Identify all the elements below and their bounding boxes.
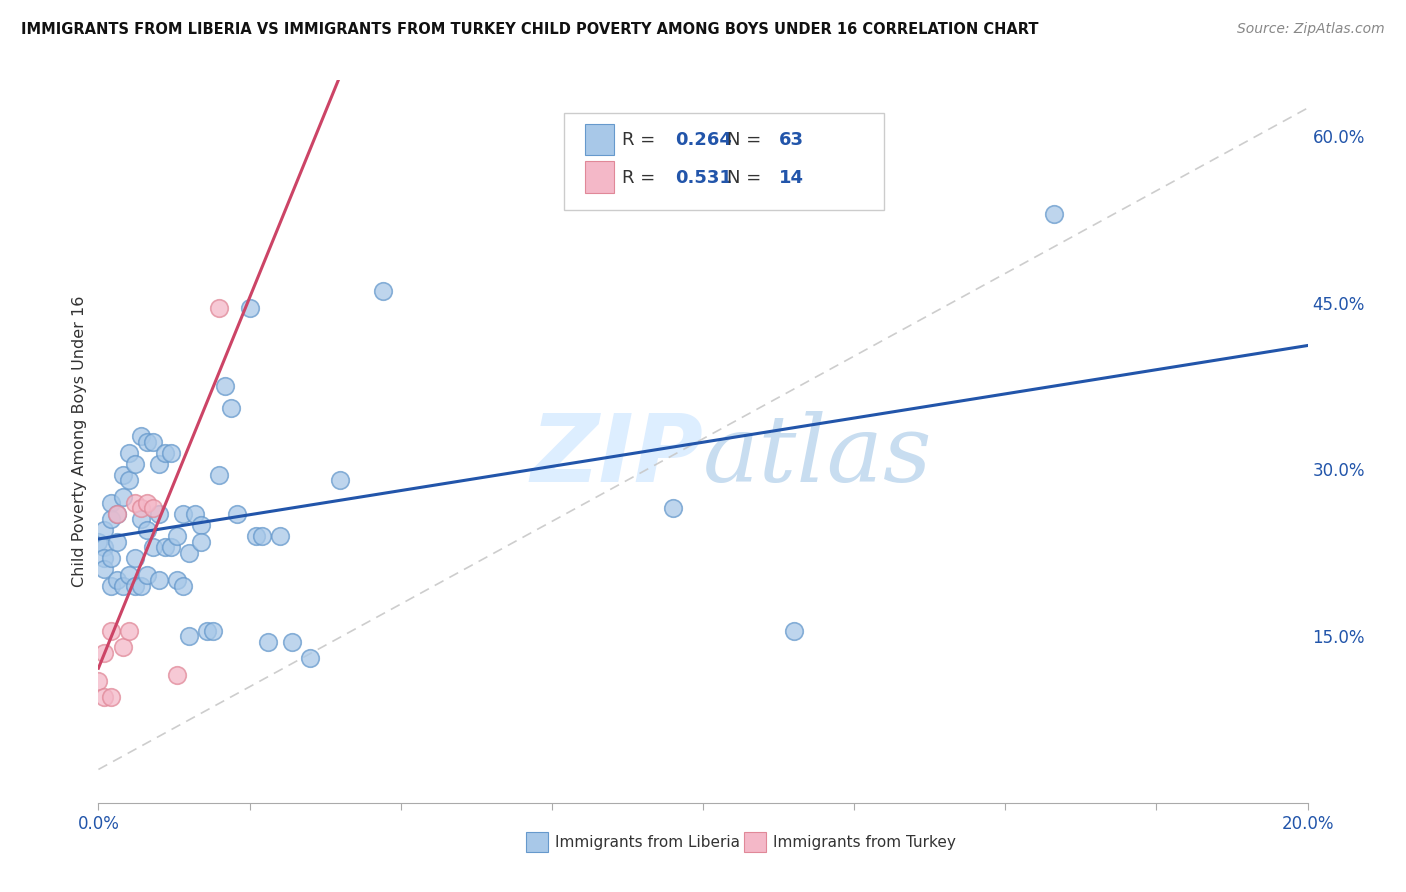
- Point: [166, 529, 188, 543]
- Point: [135, 434, 157, 449]
- Point: [160, 445, 183, 459]
- Point: [93, 540, 115, 554]
- Point: [135, 496, 157, 510]
- Text: 63: 63: [779, 131, 804, 149]
- Point: [93, 562, 115, 576]
- Point: [93, 524, 115, 538]
- Point: [100, 690, 122, 705]
- Point: [105, 507, 128, 521]
- Point: [202, 624, 225, 638]
- Point: [118, 445, 141, 459]
- Text: ZIP: ZIP: [530, 410, 703, 502]
- Point: [269, 529, 291, 543]
- Point: [179, 546, 201, 560]
- Point: [124, 457, 146, 471]
- Point: [93, 646, 115, 660]
- Point: [135, 524, 157, 538]
- Text: IMMIGRANTS FROM LIBERIA VS IMMIGRANTS FROM TURKEY CHILD POVERTY AMONG BOYS UNDER: IMMIGRANTS FROM LIBERIA VS IMMIGRANTS FR…: [21, 22, 1039, 37]
- FancyBboxPatch shape: [744, 831, 766, 852]
- Point: [661, 501, 683, 516]
- Point: [783, 624, 806, 638]
- Point: [93, 690, 115, 705]
- Point: [105, 534, 128, 549]
- Point: [214, 379, 236, 393]
- Text: Immigrants from Liberia: Immigrants from Liberia: [555, 835, 741, 850]
- FancyBboxPatch shape: [585, 124, 613, 155]
- Point: [124, 579, 146, 593]
- Point: [100, 512, 122, 526]
- Point: [135, 568, 157, 582]
- Point: [129, 512, 152, 526]
- Point: [111, 640, 134, 655]
- Point: [208, 301, 231, 315]
- Point: [148, 507, 170, 521]
- Text: N =: N =: [727, 169, 768, 186]
- Point: [299, 651, 322, 665]
- Point: [124, 496, 146, 510]
- Point: [245, 529, 267, 543]
- Point: [153, 445, 176, 459]
- FancyBboxPatch shape: [564, 112, 884, 211]
- Point: [190, 534, 212, 549]
- Point: [111, 490, 134, 504]
- Point: [100, 551, 122, 566]
- Point: [142, 501, 165, 516]
- Point: [190, 517, 212, 532]
- Point: [148, 574, 170, 588]
- Point: [329, 474, 352, 488]
- Point: [124, 551, 146, 566]
- Text: 0.264: 0.264: [675, 131, 733, 149]
- Text: N =: N =: [727, 131, 768, 149]
- FancyBboxPatch shape: [526, 831, 548, 852]
- Text: 0.531: 0.531: [675, 169, 733, 186]
- Y-axis label: Child Poverty Among Boys Under 16: Child Poverty Among Boys Under 16: [72, 296, 87, 587]
- Point: [166, 574, 188, 588]
- Text: R =: R =: [621, 131, 661, 149]
- Point: [153, 540, 176, 554]
- Point: [118, 624, 141, 638]
- Point: [118, 474, 141, 488]
- FancyBboxPatch shape: [585, 161, 613, 193]
- Point: [172, 507, 194, 521]
- Point: [105, 507, 128, 521]
- Point: [195, 624, 218, 638]
- Point: [160, 540, 183, 554]
- Point: [179, 629, 201, 643]
- Point: [250, 529, 273, 543]
- Point: [129, 429, 152, 443]
- Point: [111, 579, 134, 593]
- Point: [172, 579, 194, 593]
- Point: [93, 551, 115, 566]
- Text: Immigrants from Turkey: Immigrants from Turkey: [773, 835, 956, 850]
- Point: [226, 507, 249, 521]
- Point: [1042, 207, 1064, 221]
- Point: [105, 574, 128, 588]
- Point: [100, 579, 122, 593]
- Point: [371, 285, 394, 299]
- Point: [87, 534, 110, 549]
- Point: [118, 568, 141, 582]
- Point: [221, 401, 243, 416]
- Point: [142, 540, 165, 554]
- Point: [129, 501, 152, 516]
- Point: [100, 496, 122, 510]
- Text: Source: ZipAtlas.com: Source: ZipAtlas.com: [1237, 22, 1385, 37]
- Point: [111, 467, 134, 482]
- Point: [281, 634, 304, 648]
- Point: [142, 434, 165, 449]
- Point: [100, 624, 122, 638]
- Point: [166, 668, 188, 682]
- Text: atlas: atlas: [703, 411, 932, 501]
- Point: [256, 634, 278, 648]
- Point: [239, 301, 262, 315]
- Point: [148, 457, 170, 471]
- Point: [208, 467, 231, 482]
- Text: 14: 14: [779, 169, 804, 186]
- Text: R =: R =: [621, 169, 661, 186]
- Point: [184, 507, 207, 521]
- Point: [129, 579, 152, 593]
- Point: [87, 673, 110, 688]
